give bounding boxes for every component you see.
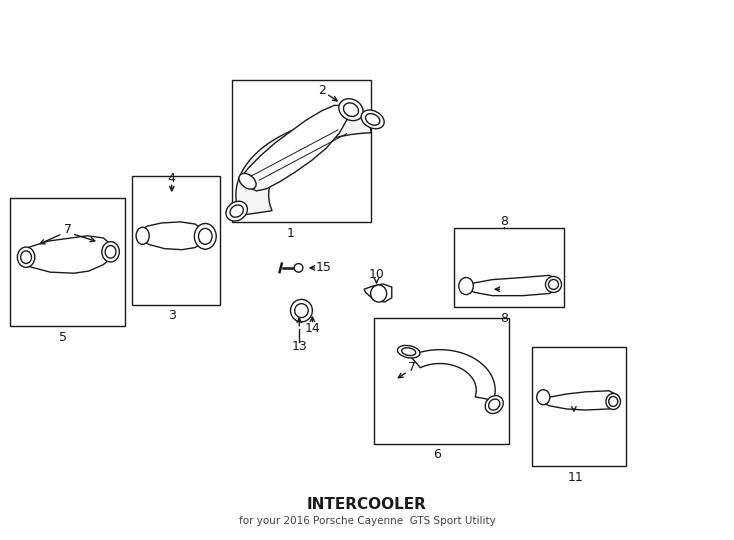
Bar (232, 80, 371, 222)
Ellipse shape (397, 346, 420, 358)
Text: for your 2016 Porsche Cayenne  GTS Sport Utility: for your 2016 Porsche Cayenne GTS Sport … (239, 516, 495, 526)
Ellipse shape (366, 113, 379, 125)
Text: 13: 13 (291, 340, 307, 354)
Polygon shape (236, 114, 371, 215)
Ellipse shape (239, 173, 256, 189)
Bar (10, 198, 126, 326)
Text: 8: 8 (500, 312, 508, 325)
Text: 11: 11 (567, 471, 584, 484)
Text: 2: 2 (318, 84, 326, 97)
Text: 4: 4 (168, 172, 175, 185)
Bar (374, 318, 509, 444)
Text: 9: 9 (504, 282, 512, 295)
Text: 10: 10 (368, 268, 385, 281)
Polygon shape (364, 284, 392, 302)
Ellipse shape (361, 110, 384, 129)
Ellipse shape (198, 228, 212, 244)
Ellipse shape (294, 303, 308, 318)
Ellipse shape (294, 264, 303, 272)
Ellipse shape (548, 280, 559, 289)
Ellipse shape (136, 227, 149, 244)
Ellipse shape (545, 276, 562, 293)
Text: 1: 1 (286, 227, 294, 240)
Ellipse shape (18, 247, 34, 267)
Ellipse shape (459, 278, 473, 295)
Ellipse shape (105, 246, 116, 258)
Ellipse shape (485, 396, 504, 414)
Ellipse shape (489, 399, 500, 410)
Ellipse shape (21, 251, 32, 264)
Polygon shape (240, 105, 349, 191)
Bar (454, 228, 564, 307)
Bar (531, 348, 626, 466)
Text: 6: 6 (433, 448, 441, 461)
Polygon shape (410, 349, 495, 400)
Ellipse shape (344, 103, 358, 117)
Text: 5: 5 (59, 331, 68, 344)
Ellipse shape (339, 99, 363, 120)
Ellipse shape (195, 224, 217, 249)
Text: 15: 15 (316, 261, 331, 274)
Ellipse shape (291, 299, 313, 322)
Text: 14: 14 (305, 322, 320, 335)
Text: 3: 3 (169, 309, 176, 322)
Polygon shape (539, 391, 617, 410)
Bar (132, 177, 220, 305)
Ellipse shape (230, 205, 244, 217)
Polygon shape (138, 222, 204, 249)
Text: 8: 8 (500, 215, 508, 228)
Text: 7: 7 (65, 223, 73, 236)
Ellipse shape (537, 390, 550, 404)
Polygon shape (25, 236, 112, 273)
Text: INTERCOOLER: INTERCOOLER (307, 497, 427, 511)
Ellipse shape (371, 285, 387, 302)
Ellipse shape (608, 396, 618, 407)
Text: 12: 12 (566, 395, 582, 408)
Polygon shape (462, 275, 558, 296)
Ellipse shape (606, 394, 620, 409)
Ellipse shape (226, 201, 247, 221)
Text: 7: 7 (408, 361, 416, 374)
Ellipse shape (401, 348, 415, 355)
Ellipse shape (102, 242, 120, 262)
